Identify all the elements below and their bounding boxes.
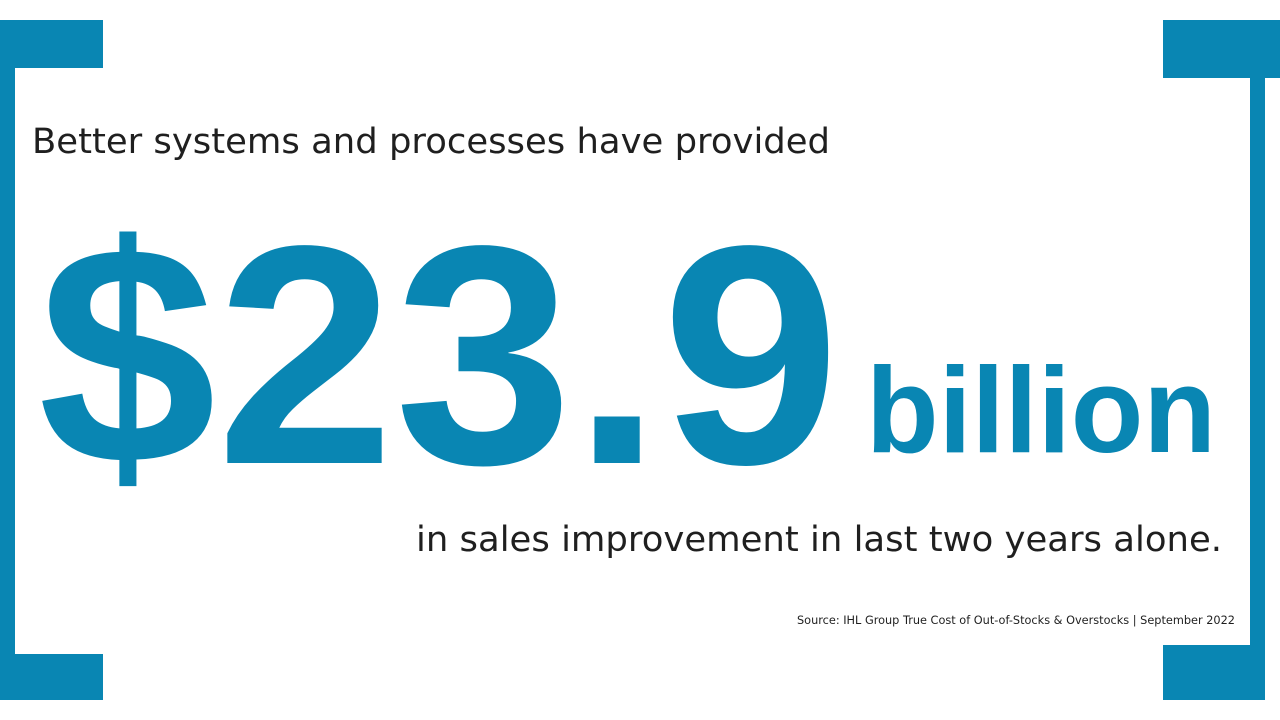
outro-text: in sales improvement in last two years a…: [416, 520, 1222, 560]
source-note: Source: IHL Group True Cost of Out-of-St…: [797, 613, 1235, 627]
bracket-bottom: [0, 654, 103, 700]
bracket-bottom: [1163, 645, 1265, 700]
right-bracket: [1163, 20, 1280, 700]
unit: billion: [866, 342, 1216, 478]
left-bracket: [0, 20, 103, 700]
amount: $23.9: [38, 182, 840, 530]
bracket-side: [0, 20, 15, 700]
bracket-top: [0, 20, 103, 68]
intro-text: Better systems and processes have provid…: [32, 122, 830, 162]
bracket-side: [1250, 20, 1265, 700]
